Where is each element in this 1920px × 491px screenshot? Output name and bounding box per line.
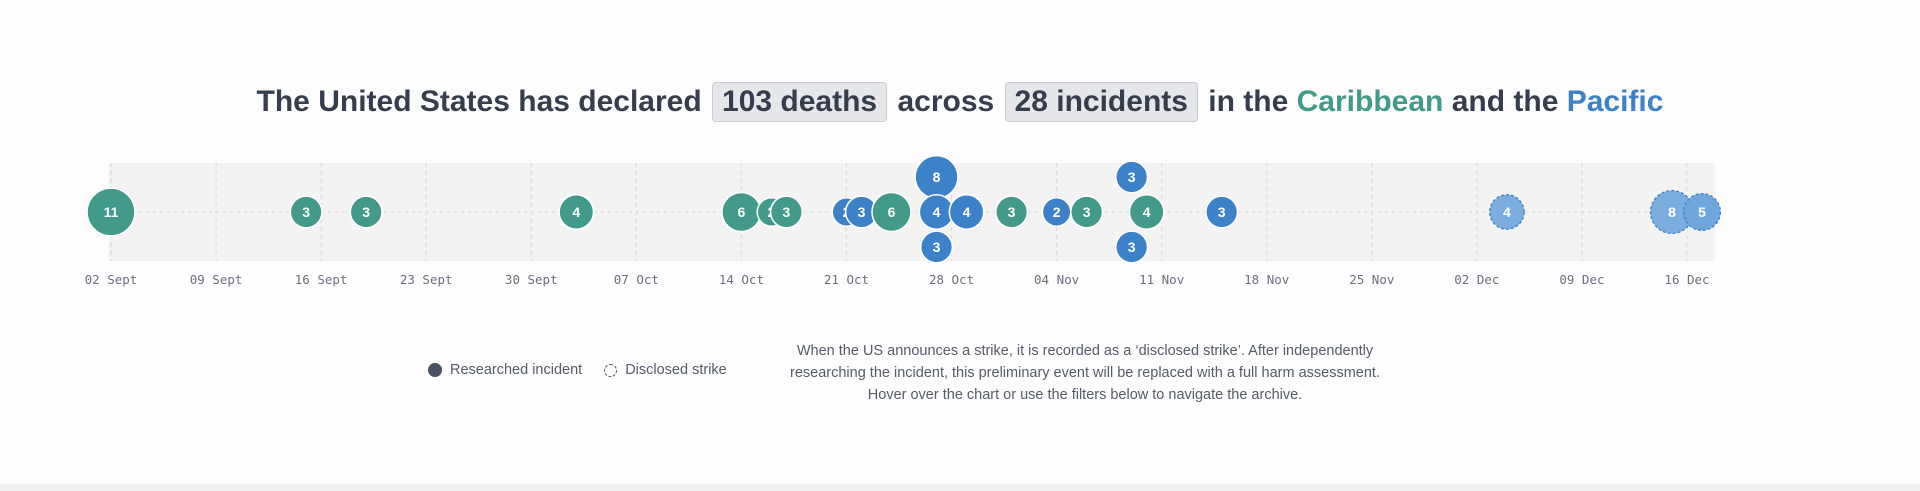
- pacific-label: Pacific: [1566, 85, 1664, 118]
- incident-bubble[interactable]: [769, 195, 804, 229]
- incident-deaths-label: 6: [888, 204, 896, 220]
- incident-bubble[interactable]: [994, 195, 1029, 229]
- incident-bubble[interactable]: [1115, 160, 1149, 194]
- headline: The United States has declared 103 death…: [0, 82, 1920, 122]
- incident-bubble[interactable]: [1489, 194, 1525, 230]
- incident-deaths-label: 6: [738, 204, 746, 220]
- x-tick-label: 04 Nov: [1034, 272, 1079, 287]
- incident-deaths-label: 4: [963, 204, 971, 220]
- incident-bubble[interactable]: [1070, 195, 1104, 229]
- legend: Researched incident Disclosed strike: [428, 362, 749, 378]
- x-tick-label: 21 Oct: [824, 272, 869, 287]
- x-tick-label: 25 Nov: [1349, 272, 1394, 287]
- incident-deaths-label: 3: [783, 204, 791, 220]
- note-line-3: Hover over the chart or use the filters …: [867, 387, 1303, 403]
- incident-deaths-label: 4: [1143, 204, 1151, 220]
- incident-bubble[interactable]: [1205, 195, 1239, 229]
- note-line-2: researching the incident, this prelimina…: [790, 365, 1380, 381]
- explanatory-note: When the US announces a strike, it is re…: [760, 340, 1410, 406]
- incident-deaths-label: 3: [858, 204, 866, 220]
- incident-bubble[interactable]: [948, 194, 985, 230]
- incident-bubble[interactable]: [349, 195, 383, 229]
- x-tick-label: 16 Sept: [295, 272, 348, 287]
- incident-deaths-label: 3: [1083, 204, 1091, 220]
- incident-bubble[interactable]: [919, 230, 954, 264]
- incident-bubble[interactable]: [1128, 194, 1165, 230]
- incident-bubble[interactable]: [1115, 230, 1149, 264]
- incident-deaths-label: 3: [933, 239, 941, 255]
- incident-deaths-label: 8: [1668, 204, 1676, 220]
- legend-researched-label: Researched incident: [450, 362, 583, 378]
- dashed-circle-icon: [604, 363, 618, 377]
- legend-researched: Researched incident: [428, 362, 582, 378]
- headline-and-the: and the: [1451, 85, 1559, 118]
- headline-in-the: in the: [1208, 85, 1289, 118]
- legend-disclosed-label: Disclosed strike: [625, 362, 727, 378]
- incident-deaths-label: 4: [1503, 204, 1511, 220]
- x-tick-label: 14 Oct: [719, 272, 764, 287]
- headline-prefix: The United States has declared: [256, 85, 702, 118]
- x-tick-label: 16 Dec: [1664, 272, 1709, 287]
- incident-bubble[interactable]: [558, 194, 595, 230]
- caribbean-label: Caribbean: [1296, 85, 1444, 118]
- x-tick-label: 02 Sept: [85, 272, 138, 287]
- incident-bubble[interactable]: [871, 191, 912, 233]
- incident-deaths-label: 4: [572, 204, 580, 220]
- solid-circle-icon: [428, 363, 442, 377]
- x-tick-label: 07 Oct: [614, 272, 659, 287]
- x-tick-label: 28 Oct: [929, 272, 974, 287]
- incident-deaths-label: 4: [933, 204, 941, 220]
- note-line-1: When the US announces a strike, it is re…: [796, 343, 1374, 359]
- footer-band: [0, 484, 1920, 491]
- legend-disclosed: Disclosed strike: [604, 362, 727, 378]
- x-tick-label: 18 Nov: [1244, 272, 1289, 287]
- incident-bubble[interactable]: [86, 187, 136, 237]
- x-tick-label: 11 Nov: [1139, 272, 1184, 287]
- incident-deaths-label: 11: [104, 204, 119, 220]
- incident-deaths-label: 3: [1128, 169, 1136, 185]
- incident-bubble[interactable]: [1682, 192, 1722, 232]
- x-tick-label: 30 Sept: [505, 272, 558, 287]
- x-tick-label: 02 Dec: [1454, 272, 1499, 287]
- deaths-count-pill: 103 deaths: [712, 82, 888, 122]
- incident-deaths-label: 3: [362, 204, 370, 220]
- x-tick-label: 09 Dec: [1559, 272, 1604, 287]
- incident-deaths-label: 3: [1008, 204, 1016, 220]
- incident-deaths-label: 5: [1698, 204, 1706, 220]
- incident-bubble[interactable]: [289, 195, 323, 229]
- headline-across: across: [897, 85, 995, 118]
- incident-deaths-label: 2: [1053, 204, 1061, 220]
- incidents-count-pill: 28 incidents: [1004, 82, 1198, 122]
- x-tick-label: 09 Sept: [190, 272, 243, 287]
- incident-deaths-label: 8: [933, 169, 941, 185]
- incident-timeline-chart[interactable]: 02 Sept 09 Sept 16 Sept 23 Sept 30 Sept 07 Oc…: [0, 140, 1920, 300]
- incident-deaths-label: 3: [1218, 204, 1226, 220]
- x-tick-label: 23 Sept: [400, 272, 453, 287]
- incident-deaths-label: 3: [1128, 239, 1136, 255]
- incident-deaths-label: 3: [302, 204, 310, 220]
